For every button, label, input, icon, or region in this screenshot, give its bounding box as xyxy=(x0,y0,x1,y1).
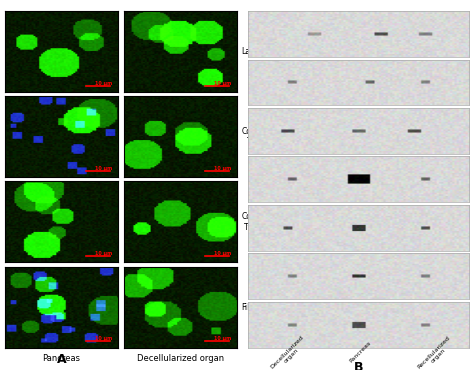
Text: 10 µm: 10 µm xyxy=(214,336,231,341)
Text: Collagen
Type I: Collagen Type I xyxy=(241,127,275,147)
Text: 10 µm: 10 µm xyxy=(95,81,112,86)
Text: B: B xyxy=(354,361,364,370)
Text: 10 µm: 10 µm xyxy=(95,336,112,341)
Text: Pancreas: Pancreas xyxy=(42,354,81,363)
Text: 10 µm: 10 µm xyxy=(214,166,231,171)
Text: Decellularized organ: Decellularized organ xyxy=(137,354,224,363)
Text: 10 µm: 10 µm xyxy=(95,251,112,256)
Text: Fibronectin: Fibronectin xyxy=(241,303,284,312)
Text: 10 µm: 10 µm xyxy=(214,251,231,256)
Text: Laminin: Laminin xyxy=(241,47,272,56)
Text: Pancreas: Pancreas xyxy=(349,340,372,364)
Text: 10 µm: 10 µm xyxy=(214,81,231,86)
Text: Collagen
Type VI: Collagen Type VI xyxy=(241,212,275,232)
Text: A: A xyxy=(56,353,66,366)
Text: Recellularized
organ: Recellularized organ xyxy=(417,335,456,370)
Text: 10 µm: 10 µm xyxy=(95,166,112,171)
Text: Decellularized
organ: Decellularized organ xyxy=(269,334,309,370)
